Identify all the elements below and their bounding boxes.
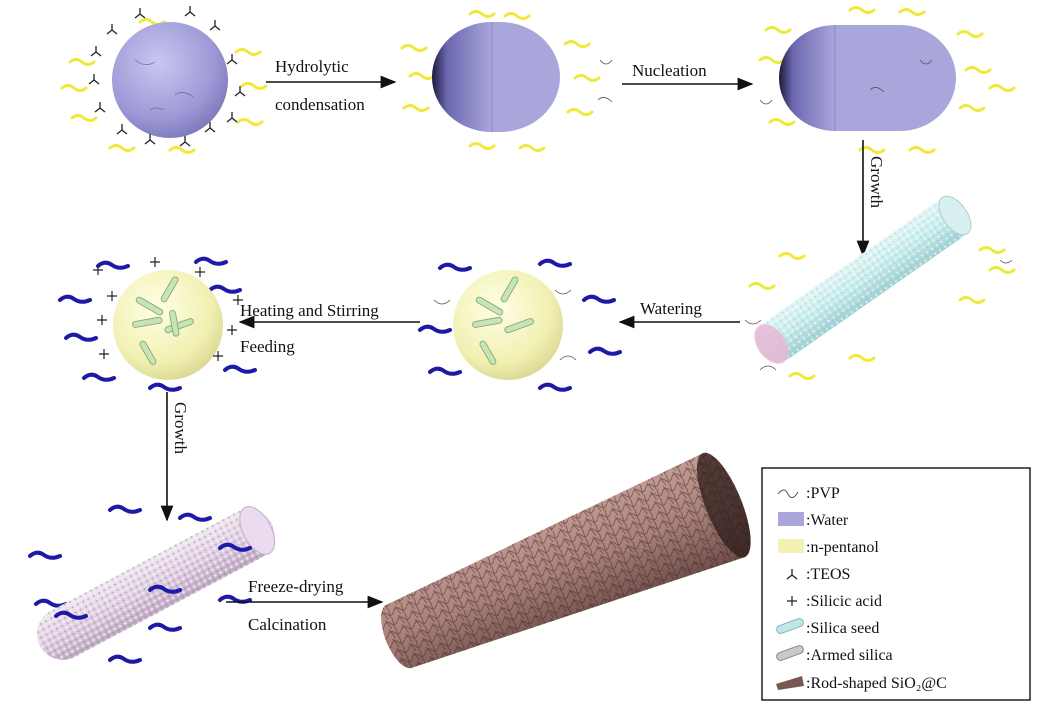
capsule-small: [432, 22, 492, 132]
legend-label-n-pentanol: :n-pentanol: [806, 539, 879, 556]
pvp-icon: [777, 489, 799, 498]
label-growth-1: Growth: [867, 156, 886, 208]
legend: :PVP :Water :n-pentanol :TEOS :Silicic a…: [761, 467, 1031, 701]
armed-silica-icon: [776, 645, 804, 661]
stage-rod-shaped-sio2c: [381, 452, 751, 669]
legend-label-water: :Water: [806, 512, 849, 529]
legend-box: [761, 467, 1031, 701]
label-hydrolytic: Hydrolytic: [275, 57, 349, 76]
stage-armed-silica: [28, 504, 276, 664]
legend-label-silica-seed: :Silica seed: [806, 620, 879, 637]
label-nucleation: Nucleation: [632, 61, 707, 80]
legend-label-pvp: :PVP: [806, 485, 840, 502]
label-heating: Heating and Stirring: [240, 301, 379, 320]
label-growth-2: Growth: [171, 402, 190, 454]
label-freeze-drying: Freeze-drying: [248, 577, 344, 596]
stage-silica-seed: [744, 195, 1016, 380]
legend-label-armed-silica: :Armed silica: [806, 647, 893, 664]
rod-shaped-icon: [776, 676, 804, 690]
water-icon: [778, 512, 804, 526]
n-pentanol-icon: [778, 539, 804, 553]
silica-seed-icon: [776, 618, 804, 634]
stage-capsule-small: [400, 10, 613, 152]
stage-capsule-large: [758, 6, 1016, 154]
label-watering: Watering: [640, 299, 702, 318]
label-condensation: condensation: [275, 95, 365, 114]
label-feeding: Feeding: [240, 337, 295, 356]
stage-pentanol-droplet-left: [58, 256, 257, 392]
stage-pentanol-droplet-right: [418, 258, 622, 392]
legend-label-rod-shaped: :Rod-shaped SiO₂@C: [806, 675, 947, 692]
label-calcination: Calcination: [248, 615, 327, 634]
stage-water-droplet: [60, 5, 268, 154]
legend-label-teos: :TEOS: [806, 566, 850, 583]
legend-label-silicic-acid: :Silicic acid: [806, 593, 882, 610]
capsule-large: [779, 25, 835, 131]
water-sphere: [112, 22, 228, 138]
